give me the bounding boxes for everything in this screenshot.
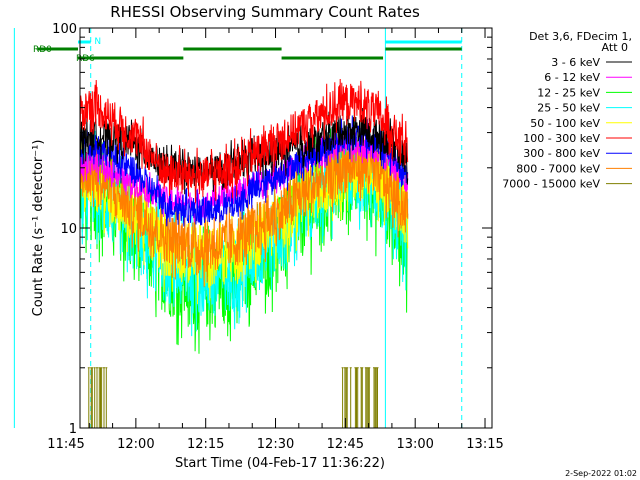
y-axis-label: Count Rate (s⁻¹ detector⁻¹) [31, 140, 46, 317]
series-line-5 [80, 78, 409, 204]
burst-marks-0 [87, 367, 108, 428]
y-tick-label: 1 [69, 422, 77, 437]
chart-title: RHESSI Observing Summary Count Rates [110, 3, 420, 21]
legend-label-5: 100 - 300 keV [523, 132, 600, 145]
axes: 1 10 100 11:45 12:00 12:15 12:30 12:45 13:00 13:1… [47, 22, 503, 452]
x-tick-label: 11:45 [47, 437, 84, 452]
legend-header-line-2: Att 0 [602, 41, 628, 54]
legend-header-line-1: Det 3,6, FDecim 1, [529, 30, 632, 43]
series-line-0 [80, 107, 409, 195]
timestamp-label: 2-Sep-2022 01:02 [565, 469, 637, 478]
x-tick-label: 12:45 [327, 437, 364, 452]
legend-label-3: 25 - 50 keV [537, 102, 600, 115]
series-group [80, 78, 409, 354]
legend-label-2: 12 - 25 keV [537, 86, 600, 99]
x-tick-label: 13:00 [396, 437, 433, 452]
legend: Det 3,6, FDecim 1,Att 03 - 6 keV 6 - 12 k… [502, 30, 632, 191]
plot-area: N RD0 RD6 [13, 28, 463, 428]
legend-label-6: 300 - 800 keV [523, 147, 600, 160]
x-tick-label: 12:00 [117, 437, 154, 452]
y-tick-label: 100 [52, 22, 77, 37]
flag-label-rd6: RD6 [76, 54, 95, 64]
legend-label-7: 800 - 7000 keV [516, 162, 600, 175]
flag-label-n: N [94, 37, 101, 47]
legend-label-8: 7000 - 15000 keV [502, 178, 600, 191]
burst-group [87, 367, 379, 428]
legend-label-4: 50 - 100 keV [530, 117, 600, 130]
flag-label-rd0: RD0 [33, 45, 52, 55]
legend-label-0: 3 - 6 keV [551, 56, 600, 69]
x-axis-label: Start Time (04-Feb-17 11:36:22) [175, 456, 385, 471]
burst-marks-1 [341, 367, 379, 428]
y-tick-label: 10 [60, 222, 77, 237]
x-tick-label: 13:15 [466, 437, 503, 452]
x-tick-label: 12:30 [257, 437, 294, 452]
x-tick-label: 12:15 [187, 437, 224, 452]
legend-label-1: 6 - 12 keV [544, 71, 600, 84]
